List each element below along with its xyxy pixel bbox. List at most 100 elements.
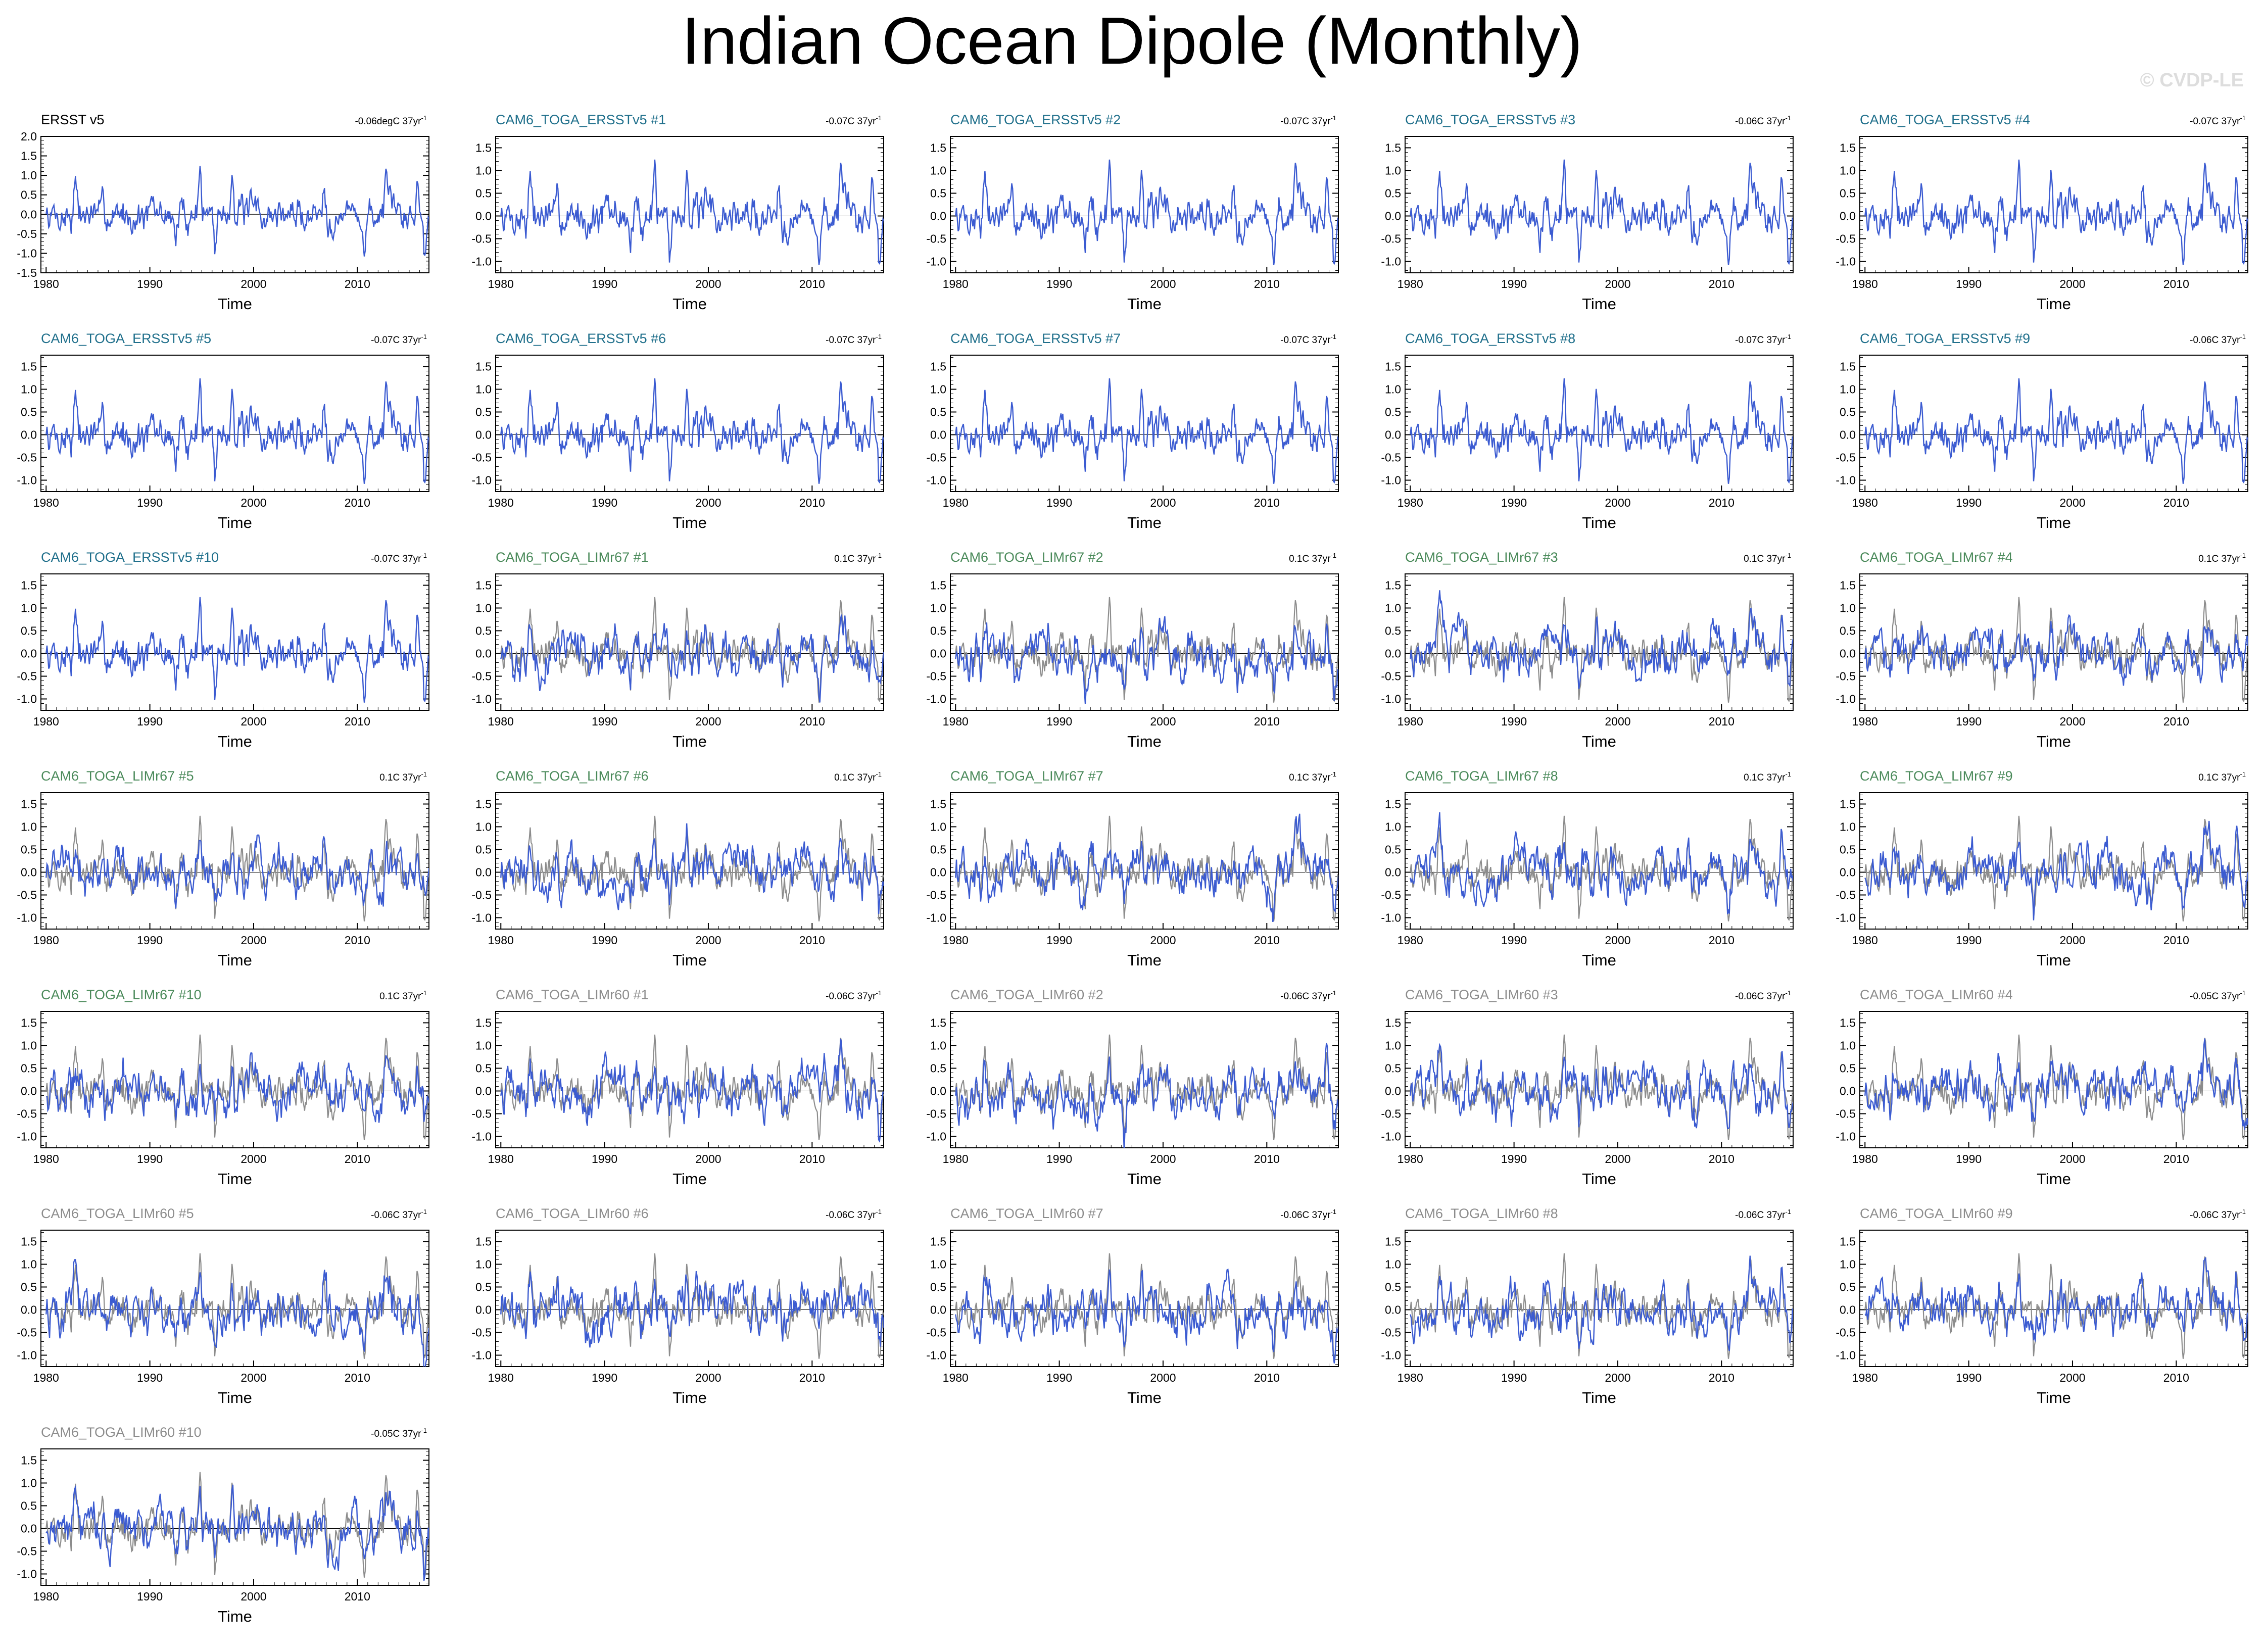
y-tick-label: 1.0 — [475, 164, 492, 177]
x-tick-label: 2000 — [1150, 496, 1176, 509]
y-tick-label: 0.5 — [475, 1062, 492, 1075]
y-tick-label: -1.0 — [926, 474, 946, 487]
x-tick-label: 2000 — [240, 1371, 266, 1384]
panel: CAM6_TOGA_ERSSTv5 #1 -0.07C 37yr-1 1.5 1.0 0… — [471, 112, 884, 313]
plot-frame — [495, 136, 884, 273]
plot-frame — [1859, 1230, 2248, 1367]
x-tick-label: 2000 — [695, 934, 721, 947]
panel-title: CAM6_TOGA_LIMr67 #4 — [1860, 550, 2013, 565]
y-tick-label: 1.0 — [930, 820, 946, 834]
y-tick-label: 1.5 — [21, 1235, 37, 1248]
panel-trend: -0.05C 37yr-1 — [2190, 989, 2246, 1002]
series-line-observed — [500, 597, 884, 703]
panel-title: CAM6_TOGA_LIMr60 #3 — [1405, 987, 1558, 1002]
x-tick-label: 1980 — [488, 715, 514, 728]
x-tick-label: 1980 — [33, 277, 59, 290]
series-line — [1410, 159, 1793, 265]
y-tick-label: 0.5 — [930, 1062, 946, 1075]
y-tick-label: 0.5 — [475, 406, 492, 419]
panel-trend: -0.06C 37yr-1 — [1735, 1208, 1791, 1221]
panel: CAM6_TOGA_LIMr67 #8 0.1C 37yr-1 1.5 1.0 0.5 0… — [1381, 768, 1794, 969]
plot-frame — [950, 136, 1339, 273]
x-axis-label: Time — [1582, 514, 1616, 531]
y-tick-label: 1.5 — [475, 141, 492, 155]
y-tick-label: -1.0 — [17, 1349, 37, 1362]
panel: CAM6_TOGA_ERSSTv5 #7 -0.07C 37yr-1 1.5 1.0 0… — [926, 331, 1339, 531]
y-tick-label: 1.0 — [930, 383, 946, 396]
plot-frame — [40, 1230, 429, 1367]
y-tick-label: 1.0 — [21, 602, 37, 615]
x-tick-label: 2010 — [1709, 715, 1735, 728]
x-axis-label: Time — [218, 1389, 252, 1406]
x-tick-label: 2000 — [1150, 1152, 1176, 1165]
x-tick-label: 1980 — [33, 934, 59, 947]
x-tick-label: 1990 — [1501, 1152, 1527, 1165]
x-tick-label: 1980 — [33, 1152, 59, 1165]
x-tick-label: 2010 — [345, 1590, 370, 1603]
y-tick-label: 0.0 — [1840, 1085, 1856, 1098]
panel: CAM6_TOGA_ERSSTv5 #3 -0.06C 37yr-1 1.5 1.0 0… — [1381, 112, 1794, 313]
x-tick-label: 1980 — [488, 496, 514, 509]
y-tick-label: 0.5 — [21, 188, 37, 202]
x-tick-label: 1990 — [1956, 934, 1982, 947]
panel-trend: -0.06C 37yr-1 — [826, 1208, 882, 1221]
panel: CAM6_TOGA_LIMr60 #3 -0.06C 37yr-1 1.5 1.0 0.… — [1381, 987, 1794, 1188]
panel-title: CAM6_TOGA_LIMr60 #10 — [41, 1425, 202, 1440]
y-tick-label: 0.0 — [1840, 866, 1856, 879]
x-tick-label: 1990 — [1501, 277, 1527, 290]
y-tick-label: -0.5 — [926, 889, 946, 902]
series-line-observed — [45, 1253, 429, 1359]
plot-frame — [1405, 573, 1794, 711]
panel-title: CAM6_TOGA_ERSSTv5 #6 — [496, 331, 666, 346]
y-tick-label: 0.0 — [21, 866, 37, 879]
x-tick-label: 1990 — [1956, 1152, 1982, 1165]
x-axis-label: Time — [218, 733, 252, 750]
y-tick-label: 0.5 — [21, 1062, 37, 1075]
x-tick-label: 2010 — [799, 496, 825, 509]
y-tick-label: -1.0 — [1836, 1349, 1856, 1362]
y-tick-label: 0.5 — [1385, 843, 1401, 856]
x-tick-label: 1980 — [943, 277, 969, 290]
x-tick-label: 2010 — [2163, 934, 2189, 947]
x-tick-label: 1980 — [1852, 1371, 1878, 1384]
plot-frame — [495, 355, 884, 492]
panel: CAM6_TOGA_ERSSTv5 #4 -0.07C 37yr-1 1.5 1.0 0… — [1836, 112, 2248, 313]
x-tick-label: 1990 — [137, 715, 163, 728]
x-tick-label: 1990 — [1046, 934, 1072, 947]
y-tick-label: 0.0 — [21, 1522, 37, 1535]
plot-frame — [1405, 355, 1794, 492]
y-tick-label: 0.5 — [1840, 187, 1856, 200]
panel-trend: 0.1C 37yr-1 — [1744, 552, 1791, 564]
x-tick-label: 1990 — [1046, 496, 1072, 509]
panel: CAM6_TOGA_LIMr67 #9 0.1C 37yr-1 1.5 1.0 0.5 0… — [1836, 768, 2248, 969]
x-tick-label: 1990 — [1501, 934, 1527, 947]
y-tick-label: 0.0 — [930, 210, 946, 223]
series-line — [45, 597, 429, 703]
x-tick-label: 2000 — [1605, 277, 1630, 290]
panel-title: CAM6_TOGA_LIMr60 #1 — [496, 987, 649, 1002]
panel-title: CAM6_TOGA_ERSSTv5 #7 — [950, 331, 1121, 346]
x-tick-label: 1990 — [137, 1152, 163, 1165]
x-tick-label: 1980 — [1398, 934, 1423, 947]
plot-frame — [40, 573, 429, 711]
x-tick-label: 2010 — [1254, 1152, 1280, 1165]
x-axis-label: Time — [2037, 514, 2071, 531]
x-tick-label: 1990 — [1046, 1152, 1072, 1165]
series-line — [45, 166, 429, 257]
y-tick-label: 2.0 — [21, 130, 37, 143]
y-tick-label: 1.5 — [1840, 798, 1856, 811]
y-tick-label: -0.5 — [17, 227, 37, 240]
y-tick-label: -0.5 — [471, 232, 492, 246]
y-tick-label: 0.0 — [930, 1303, 946, 1317]
x-tick-label: 2000 — [695, 1152, 721, 1165]
y-tick-label: 0.0 — [475, 1303, 492, 1317]
x-tick-label: 2000 — [2059, 934, 2085, 947]
y-tick-label: -1.0 — [926, 693, 946, 706]
series-line-model — [1410, 1043, 1793, 1130]
y-tick-label: -1.0 — [17, 1130, 37, 1143]
x-tick-label: 2010 — [2163, 277, 2189, 290]
y-tick-label: 1.5 — [930, 1235, 946, 1248]
x-axis-label: Time — [2037, 1389, 2071, 1406]
x-axis-label: Time — [1127, 733, 1162, 750]
panel-trend: 0.1C 37yr-1 — [2198, 552, 2246, 564]
